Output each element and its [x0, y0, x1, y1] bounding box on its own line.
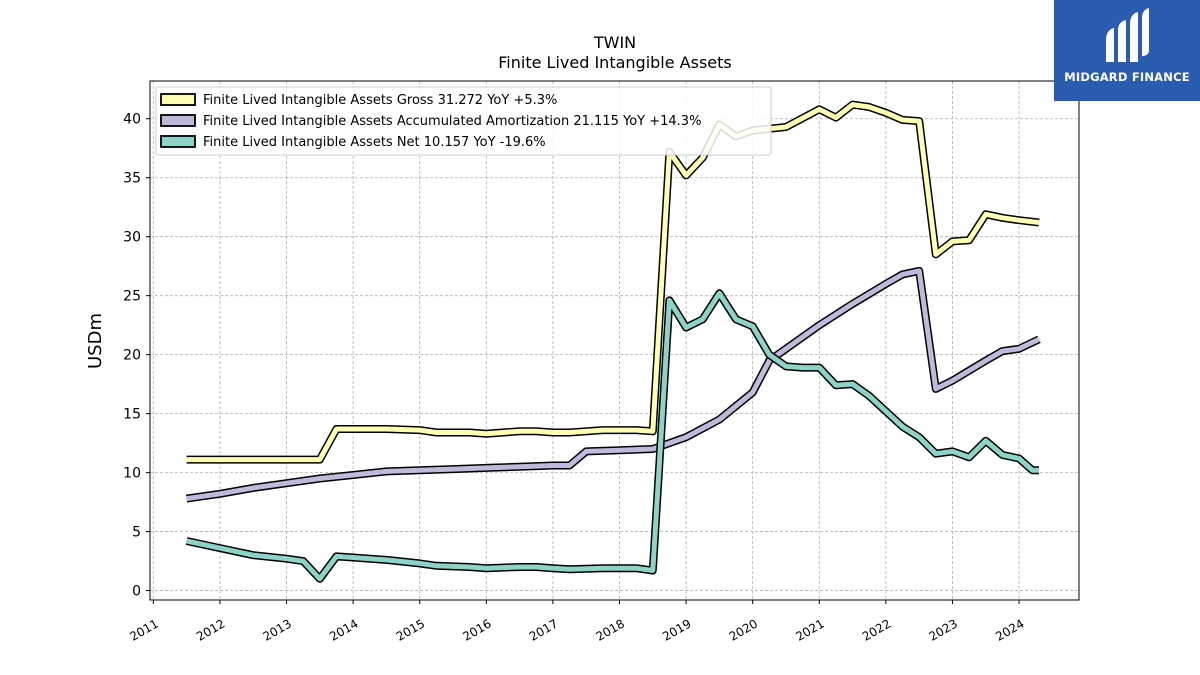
legend-swatch-gross	[160, 93, 196, 106]
x-tick-label: 2023	[927, 616, 960, 643]
series-lines	[185, 100, 1041, 583]
y-tick-label: 20	[123, 348, 141, 364]
series-0-outline	[186, 100, 1040, 464]
x-tick-label: 2024	[993, 616, 1026, 643]
y-tick-label: 40	[123, 112, 141, 128]
y-tick-label: 15	[123, 407, 141, 423]
legend-box	[155, 86, 772, 156]
y-axis-label: USDm	[85, 313, 106, 369]
brand-logo: MIDGARD FINANCE	[1054, 0, 1200, 101]
x-tick-label: 2020	[727, 616, 760, 643]
y-tick-label: 35	[123, 171, 141, 187]
y-tick-label: 10	[123, 466, 141, 482]
brand-name: MIDGARD FINANCE	[1064, 70, 1190, 84]
series-1-outline	[186, 266, 1041, 503]
legend-swatch-amortization	[160, 114, 196, 127]
x-tick-label: 2018	[594, 616, 627, 643]
x-tick-label: 2013	[261, 616, 294, 643]
legend: Finite Lived Intangible Assets Gross 31.…	[155, 86, 772, 156]
legend-swatch-net	[160, 135, 196, 148]
series-0-line	[186, 102, 1040, 463]
series-1-line	[186, 268, 1041, 502]
y-tick-label: 25	[123, 289, 141, 305]
legend-label-gross: Finite Lived Intangible Assets Gross 31.…	[203, 93, 557, 108]
x-tick-label: 2012	[194, 616, 227, 643]
legend-label-net: Finite Lived Intangible Assets Net 10.15…	[203, 135, 546, 150]
x-tick-label: 2019	[660, 616, 693, 643]
x-tick-label: 2011	[127, 616, 160, 643]
y-axis: 0 5 10 15 20 25 30 35 40	[123, 112, 150, 600]
x-tick-label: 2014	[327, 616, 360, 643]
x-tick-label: 2021	[793, 616, 826, 643]
y-tick-label: 5	[132, 525, 141, 541]
chart-subtitle: Finite Lived Intangible Assets	[498, 53, 731, 72]
series-2-line	[186, 290, 1039, 582]
y-tick-label: 0	[132, 584, 141, 600]
legend-label-amortization: Finite Lived Intangible Assets Accumulat…	[203, 114, 701, 129]
x-tick-label: 2016	[460, 616, 493, 643]
chart-title: TWIN	[593, 33, 636, 52]
series-2-outline	[185, 289, 1039, 583]
x-tick-label: 2022	[860, 616, 893, 643]
plot-frame	[149, 80, 1080, 601]
x-axis: 2011 2012 2013 2014 2015 2016 2017 2018 2019 2020…	[127, 600, 1027, 644]
y-tick-label: 30	[123, 230, 141, 246]
x-tick-label: 2015	[394, 616, 427, 643]
x-tick-label: 2017	[527, 616, 560, 643]
grid-lines	[150, 81, 1079, 600]
logo-mark-icon	[1106, 8, 1149, 62]
